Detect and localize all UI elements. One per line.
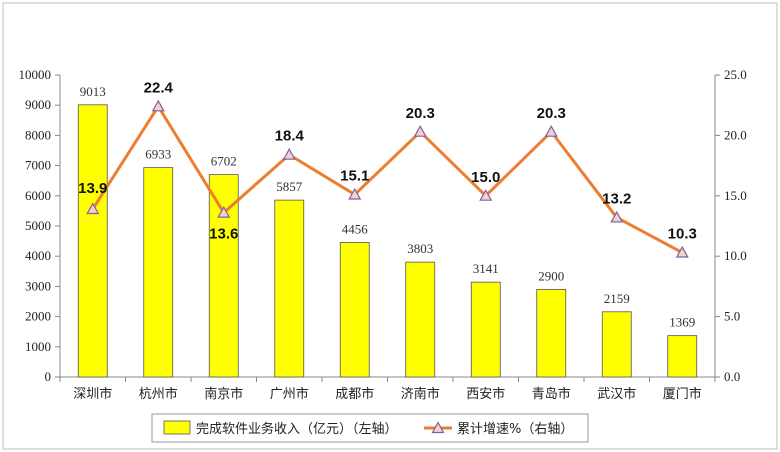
- left-axis: 0 1000 2000 3000 4000 5000 6000 7000 8000 9000 100…: [19, 67, 716, 384]
- line-marker: [479, 189, 493, 201]
- bar: [339, 242, 370, 378]
- line-marker: [217, 205, 231, 218]
- right-tick-label: 15.0: [724, 188, 747, 203]
- legend-box: [151, 413, 589, 443]
- category-labels: 深圳市 杭州市 南京市 广州市 成都市 济南市 西安市 青岛市 武汉市 厦门市: [73, 386, 702, 402]
- left-tick-label: 5000: [25, 218, 51, 233]
- line-data-label: 20.3: [537, 105, 566, 122]
- bar-data-label: 6702: [211, 154, 237, 169]
- category-label: 西安市: [466, 386, 505, 402]
- left-tick-label: 4000: [25, 248, 51, 263]
- bar: [601, 311, 632, 378]
- legend: 完成软件业务收入（亿元）（左轴） 累计增速%（右轴）: [151, 413, 589, 443]
- bar-labels: 9013 6933 6702 5857 4456 3803 3141 2900 2159 1369: [80, 84, 696, 330]
- bar-data-label: 1369: [669, 315, 695, 330]
- line-data-label: 22.4: [144, 79, 174, 96]
- line-data-label: 20.3: [406, 105, 435, 122]
- category-label: 杭州市: [139, 386, 178, 402]
- line-marker: [86, 202, 100, 215]
- bar-data-label: 9013: [80, 84, 106, 99]
- line-series: [86, 99, 689, 258]
- bar: [274, 199, 305, 378]
- legend-bar-label: 完成软件业务收入（亿元）（左轴）: [196, 421, 398, 437]
- bar-data-label: 5857: [276, 179, 303, 194]
- bar-data-label: 2900: [538, 268, 564, 283]
- bar: [470, 281, 501, 378]
- line-marker: [282, 147, 296, 160]
- bar: [405, 261, 436, 378]
- bar-data-label: 2159: [604, 291, 630, 306]
- line-marker: [675, 245, 689, 258]
- category-label: 武汉市: [597, 386, 636, 402]
- line-labels: 13.9 22.4 13.6 18.4 15.1 20.3 15.0 20.3 13.2 10.3: [78, 79, 697, 242]
- line-data-label: 10.3: [668, 226, 697, 243]
- right-tick-label: 10.0: [724, 248, 747, 263]
- line-marker: [348, 187, 362, 200]
- bar: [208, 174, 239, 378]
- line-marker: [610, 210, 624, 223]
- left-tick-label: 3000: [25, 278, 51, 293]
- right-tick-label: 5.0: [724, 309, 740, 324]
- line-data-label: 18.4: [275, 128, 305, 145]
- category-label: 厦门市: [663, 386, 702, 402]
- right-tick-label: 25.0: [724, 67, 747, 82]
- category-label: 济南市: [401, 386, 440, 402]
- line-marker: [413, 125, 427, 137]
- left-tick-label: 2000: [25, 309, 51, 324]
- legend-line-marker: [431, 421, 445, 434]
- bar: [77, 104, 108, 378]
- legend-line-label: 累计增速%（右轴）: [457, 422, 573, 437]
- right-axis: 0.0 5.0 10.0 15.0 20.0 25.0: [714, 67, 747, 384]
- left-tick-label: 7000: [25, 158, 51, 173]
- category-label: 成都市: [335, 386, 374, 402]
- legend-bar-swatch: [163, 420, 191, 435]
- category-label: 青岛市: [532, 386, 571, 402]
- bar-data-label: 3141: [473, 261, 499, 276]
- bar-series: [77, 104, 698, 378]
- growth-line: [91, 104, 683, 254]
- left-tick-label: 1000: [25, 339, 51, 354]
- bar: [143, 167, 174, 378]
- category-label: 深圳市: [73, 386, 112, 402]
- bar-data-label: 3803: [407, 241, 433, 256]
- line-data-label: 13.6: [209, 226, 238, 243]
- line-data-label: 13.9: [78, 180, 107, 197]
- right-tick-label: 0.0: [724, 369, 740, 384]
- line-marker: [151, 99, 165, 112]
- left-tick-label: 8000: [25, 127, 51, 142]
- left-tick-label: 6000: [25, 188, 51, 203]
- bar-data-label: 4456: [342, 221, 369, 236]
- category-label: 广州市: [270, 386, 309, 402]
- line-data-label: 15.0: [471, 169, 500, 186]
- right-tick-label: 20.0: [724, 127, 747, 142]
- bar-data-label: 6933: [145, 147, 171, 162]
- left-tick-label: 9000: [25, 97, 51, 112]
- bar: [667, 335, 698, 378]
- line-data-label: 13.2: [602, 191, 631, 208]
- left-tick-label: 0: [45, 369, 52, 384]
- left-tick-label: 10000: [19, 67, 52, 82]
- line-marker: [544, 125, 558, 137]
- bar: [536, 289, 567, 378]
- category-label: 南京市: [204, 386, 243, 402]
- line-data-label: 15.1: [340, 168, 369, 185]
